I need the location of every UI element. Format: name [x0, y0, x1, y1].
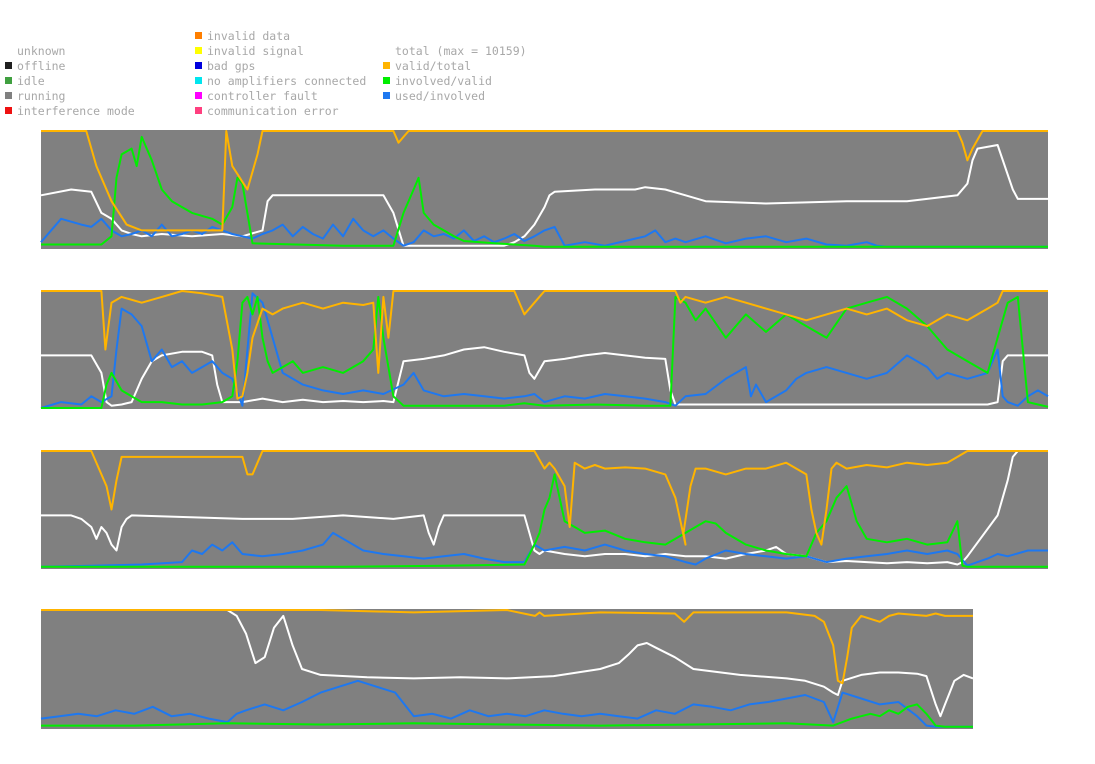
- series-line-involved-valid: [41, 703, 973, 728]
- legend-label: used/involved: [395, 89, 486, 103]
- series-line-involved-valid: [41, 295, 1049, 409]
- legend-swatch: [5, 107, 12, 114]
- legend-swatch: [195, 47, 202, 54]
- legend-swatch: [383, 92, 390, 99]
- series-line-used-involved: [40, 217, 1048, 248]
- chart-panel-1: [40, 130, 1048, 249]
- legend-swatch: [383, 62, 390, 69]
- legend-swatch: [5, 92, 12, 99]
- series-line-involved-valid: [41, 473, 1048, 568]
- legend-label: offline: [17, 59, 66, 73]
- legend-swatch: [5, 77, 12, 84]
- legend-swatch: [383, 77, 390, 84]
- legend-swatch: [195, 32, 202, 39]
- legend-swatch: [195, 77, 202, 84]
- legend-label: communication error: [207, 104, 339, 118]
- legend-label: total (max = 10159): [395, 44, 527, 58]
- chart-panel-2: [40, 290, 1049, 409]
- series-line-used-involved: [40, 531, 1048, 568]
- series-line-valid-total: [41, 609, 973, 685]
- legend-swatch: [195, 62, 202, 69]
- series-line-total: [41, 609, 974, 718]
- series-line-valid-total: [41, 130, 1048, 232]
- legend-label: involved/valid: [395, 74, 492, 88]
- series-line-used-involved: [40, 679, 973, 728]
- series-line-involved-valid: [41, 135, 1048, 248]
- chart-panel-3: [40, 450, 1048, 569]
- legend: unknown offline idle running interference mo…: [0, 0, 1095, 125]
- legend-label: valid/total: [395, 59, 472, 73]
- legend-label: invalid signal: [207, 44, 304, 58]
- chart-panel-4: [40, 609, 974, 729]
- series-line-total: [40, 144, 1048, 247]
- state-band-running: [41, 290, 1048, 409]
- legend-label: running: [17, 89, 66, 103]
- series-line-valid-total: [41, 450, 1048, 546]
- series-line-total: [41, 450, 1048, 566]
- legend-swatch: [5, 62, 12, 69]
- legend-label: no amplifiers connected: [207, 74, 367, 88]
- legend-label: unknown: [17, 44, 66, 58]
- series-line-valid-total: [41, 290, 1048, 400]
- state-band-running: [41, 609, 973, 729]
- legend-label: controller fault: [207, 89, 318, 103]
- legend-swatch: [195, 92, 202, 99]
- series-line-used-involved: [40, 292, 1049, 409]
- legend-label: invalid data: [207, 29, 291, 43]
- legend-label: interference mode: [17, 104, 135, 118]
- legend-label: bad gps: [207, 59, 256, 73]
- legend-label: idle: [17, 74, 45, 88]
- legend-swatch: [195, 107, 202, 114]
